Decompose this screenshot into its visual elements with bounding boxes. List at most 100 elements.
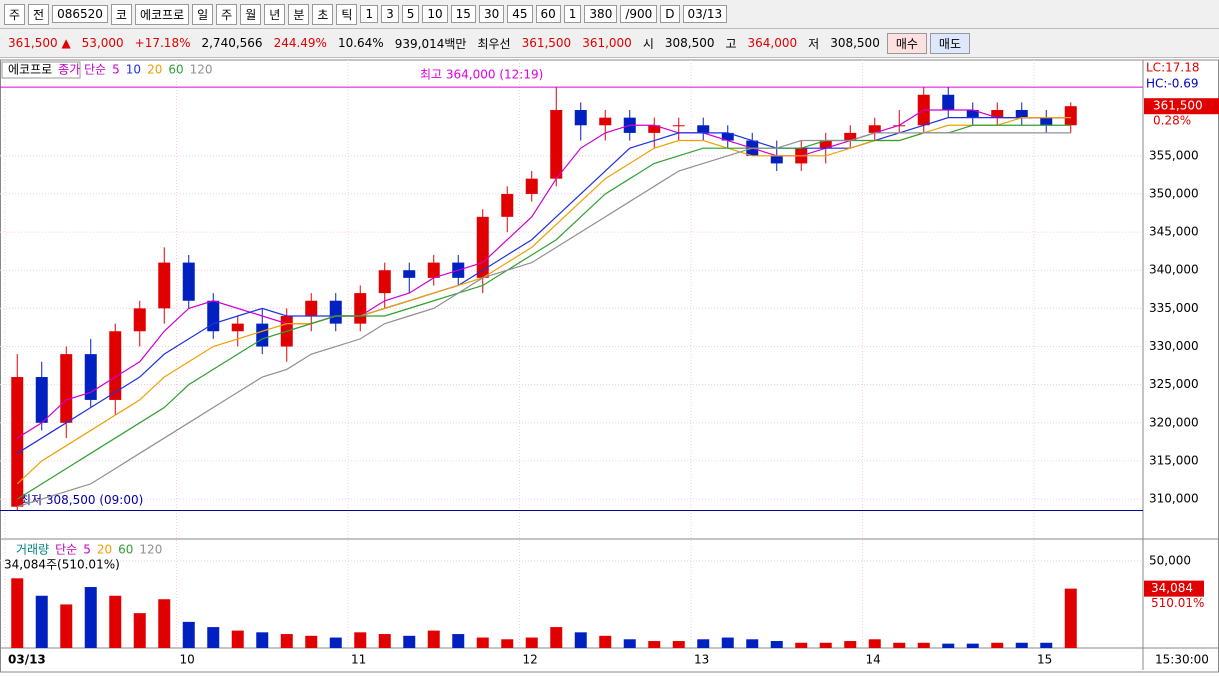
candle-body	[550, 110, 563, 179]
volume-bar	[182, 621, 195, 648]
toolbar-button[interactable]: 에코프로	[134, 3, 190, 25]
info-text: 저	[808, 36, 820, 51]
legend-text: 에코프로	[8, 63, 52, 77]
toolbar-button[interactable]: 10	[422, 5, 448, 23]
x-tick-label: 14	[866, 653, 881, 667]
volume-bar	[256, 632, 269, 648]
candle-body	[403, 270, 416, 278]
candle-body	[256, 323, 269, 347]
candle-body	[991, 110, 1004, 118]
toolbar-button[interactable]: 380	[584, 5, 618, 23]
toolbar-button[interactable]: 코	[110, 3, 132, 25]
toolbar-button[interactable]: 1	[360, 5, 379, 23]
candle-body	[476, 216, 489, 278]
volume-bar	[109, 595, 122, 648]
last-volume: 34,084	[1151, 581, 1193, 595]
toolbar-button[interactable]: 15	[450, 5, 476, 23]
y-tick-label: 335,000	[1149, 301, 1199, 315]
info-text: 10.64%	[337, 36, 384, 50]
y-tick-label: 330,000	[1149, 339, 1199, 353]
reference-label: 최고 364,000 (12:19)	[420, 68, 543, 82]
legend-text: 5	[83, 543, 91, 557]
volume-bar	[305, 635, 318, 648]
legend-text: 120	[139, 543, 162, 557]
toolbar-button[interactable]: 월	[240, 3, 262, 25]
volume-bar	[672, 641, 685, 648]
moving-average	[17, 132, 1071, 508]
toolbar-button[interactable]: 03/13	[682, 5, 728, 23]
candle-body	[231, 323, 244, 332]
volume-bar	[133, 613, 146, 648]
y-tick-label: 325,000	[1149, 377, 1199, 391]
volume-bar	[378, 634, 391, 648]
candle-body	[574, 110, 587, 126]
toolbar-button[interactable]: 45	[507, 5, 533, 23]
candle-body	[84, 354, 97, 400]
toolbar-button[interactable]: 전	[28, 3, 50, 25]
volume-bar	[354, 632, 367, 648]
legend-text: 20	[97, 543, 112, 557]
toolbar-button[interactable]: 086520	[52, 5, 108, 23]
time-label: 15:30:00	[1155, 653, 1209, 667]
candle-body	[501, 193, 514, 217]
volume-bar	[60, 604, 73, 648]
moving-average	[16, 117, 1071, 485]
legend-text: 20	[147, 63, 162, 77]
candle-body	[844, 132, 857, 141]
y-tick-label: 340,000	[1149, 263, 1199, 277]
last-volume-pct: 510.01%	[1151, 596, 1204, 610]
toolbar-button[interactable]: 5	[401, 5, 420, 23]
volume-bar	[452, 634, 465, 648]
info-text: 308,500	[830, 36, 880, 50]
y-tick-label: 310,000	[1149, 492, 1199, 506]
info-text: 939,014백만	[394, 36, 467, 51]
volume-bar	[966, 643, 979, 648]
candle-body	[182, 262, 195, 301]
candle-body	[158, 262, 171, 309]
volume-bar	[697, 639, 710, 648]
volume-bar	[623, 639, 636, 648]
toolbar-button[interactable]: 틱	[336, 3, 358, 25]
toolbar-button[interactable]: 30	[478, 5, 505, 23]
frame	[0, 59, 1219, 673]
info-text: 최우선	[477, 36, 511, 51]
x-tick-label: 10	[180, 653, 195, 667]
sell-button[interactable]: 매도	[929, 32, 971, 54]
toolbar-button[interactable]: D	[660, 5, 680, 23]
volume-bar	[525, 637, 538, 648]
y-tick-label: 350,000	[1149, 186, 1199, 200]
buy-button[interactable]: 매수	[886, 32, 927, 54]
toolbar-button[interactable]: 분	[288, 3, 310, 25]
volume-bar	[207, 627, 220, 648]
candle-body	[427, 262, 440, 278]
toolbar-button[interactable]: 일	[192, 3, 214, 25]
y-tick-label: 315,000	[1149, 453, 1199, 467]
info-text: 361,500	[521, 36, 572, 50]
x-tick-label: 15	[1037, 653, 1052, 667]
toolbar-button[interactable]: 3	[381, 5, 399, 23]
candle-body	[207, 300, 220, 332]
info-text: 364,000	[747, 36, 798, 50]
y-tick-label: 355,000	[1149, 148, 1199, 162]
candle-body	[11, 377, 24, 507]
toolbar-button[interactable]: 주	[216, 3, 238, 25]
toolbar-button[interactable]: 초	[312, 3, 334, 25]
last-volume-box	[1144, 580, 1204, 597]
toolbar-button[interactable]: 1	[563, 5, 582, 23]
y-tick-label: 50,000	[1149, 553, 1191, 567]
toolbar-button[interactable]: /900	[620, 5, 658, 23]
candle-body	[305, 300, 318, 316]
candle-body	[942, 94, 955, 111]
toolbar-button[interactable]: 년	[264, 3, 286, 25]
volume-bar	[11, 578, 24, 648]
toolbar-button[interactable]: 주	[4, 3, 26, 25]
legend-text: 5	[112, 63, 120, 77]
volume-bar	[770, 641, 783, 648]
candle-body	[60, 354, 73, 423]
toolbar-button[interactable]: 60	[535, 5, 561, 23]
candle-body	[1015, 110, 1028, 118]
legend-box	[1, 61, 81, 79]
volume-bar	[84, 587, 97, 648]
candle-body	[868, 125, 881, 133]
